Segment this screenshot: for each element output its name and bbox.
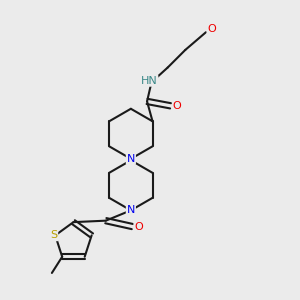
Text: S: S bbox=[50, 230, 57, 240]
Text: O: O bbox=[208, 24, 216, 34]
Text: HN: HN bbox=[141, 76, 158, 86]
Text: O: O bbox=[134, 222, 143, 232]
Text: N: N bbox=[127, 206, 135, 215]
Text: O: O bbox=[173, 101, 182, 111]
Text: N: N bbox=[127, 154, 135, 164]
